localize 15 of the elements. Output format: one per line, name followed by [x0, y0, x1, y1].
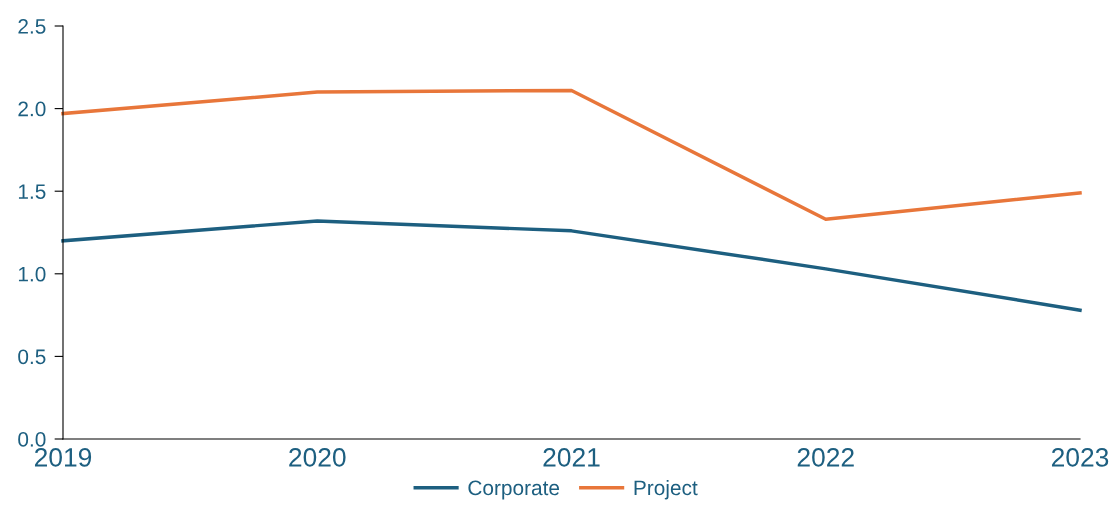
x-tick-label: 2019: [34, 448, 92, 467]
y-tick-label: 2.5: [18, 19, 46, 34]
x-tick-label: 2020: [289, 448, 346, 467]
x-tick-label: 2022: [797, 448, 854, 467]
legend-label: Corporate: [468, 480, 560, 500]
y-tick-label: 1.0: [18, 266, 46, 282]
y-tick-label: 1.5: [18, 184, 46, 199]
y-tick-label: 2.0: [18, 101, 46, 117]
y-tick-label: 0.0: [18, 432, 46, 447]
line-series: [61, 219, 1082, 312]
x-tick-label: 2023: [1051, 448, 1109, 467]
x-tick-label: 2021: [543, 448, 600, 467]
y-tick-label: 0.5: [18, 349, 46, 365]
line-series: [61, 88, 1082, 222]
legend-label: Project: [634, 479, 698, 500]
